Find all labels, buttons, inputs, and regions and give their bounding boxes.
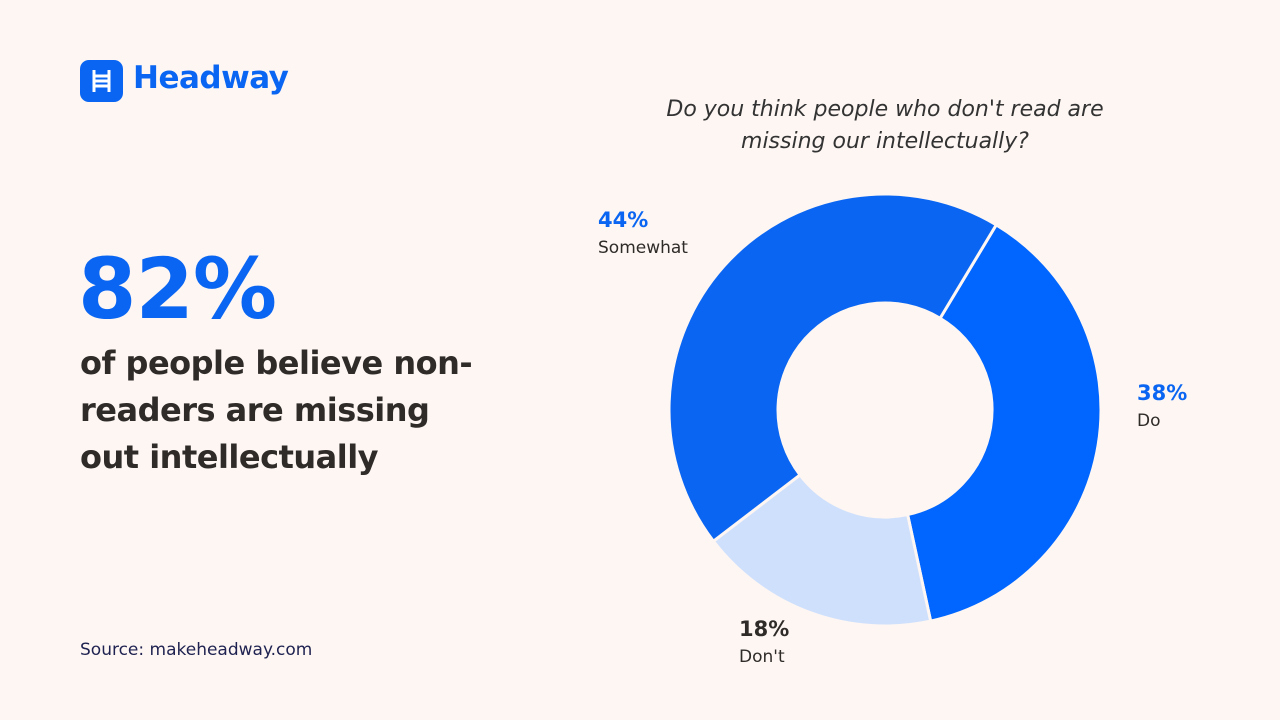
value-label: 44% [598,208,648,232]
category-label: Somewhat [598,238,688,258]
category-label: Don't [739,647,785,667]
chart-title: Do you think people who don't read are m… [666,97,1104,154]
value-label: 38% [1137,381,1187,405]
headline-stat: 82% [78,240,277,338]
logo-ladder [92,70,111,92]
value-label: 18% [739,617,789,641]
donut-slice [906,223,1103,623]
category-label: Do [1137,411,1161,431]
brand: Headway [133,60,289,96]
donut-slice [711,473,933,628]
statement: of people believe non-readers are missin… [80,344,473,476]
donut-slice [667,192,998,543]
source: Source: makeheadway.com [80,640,313,660]
